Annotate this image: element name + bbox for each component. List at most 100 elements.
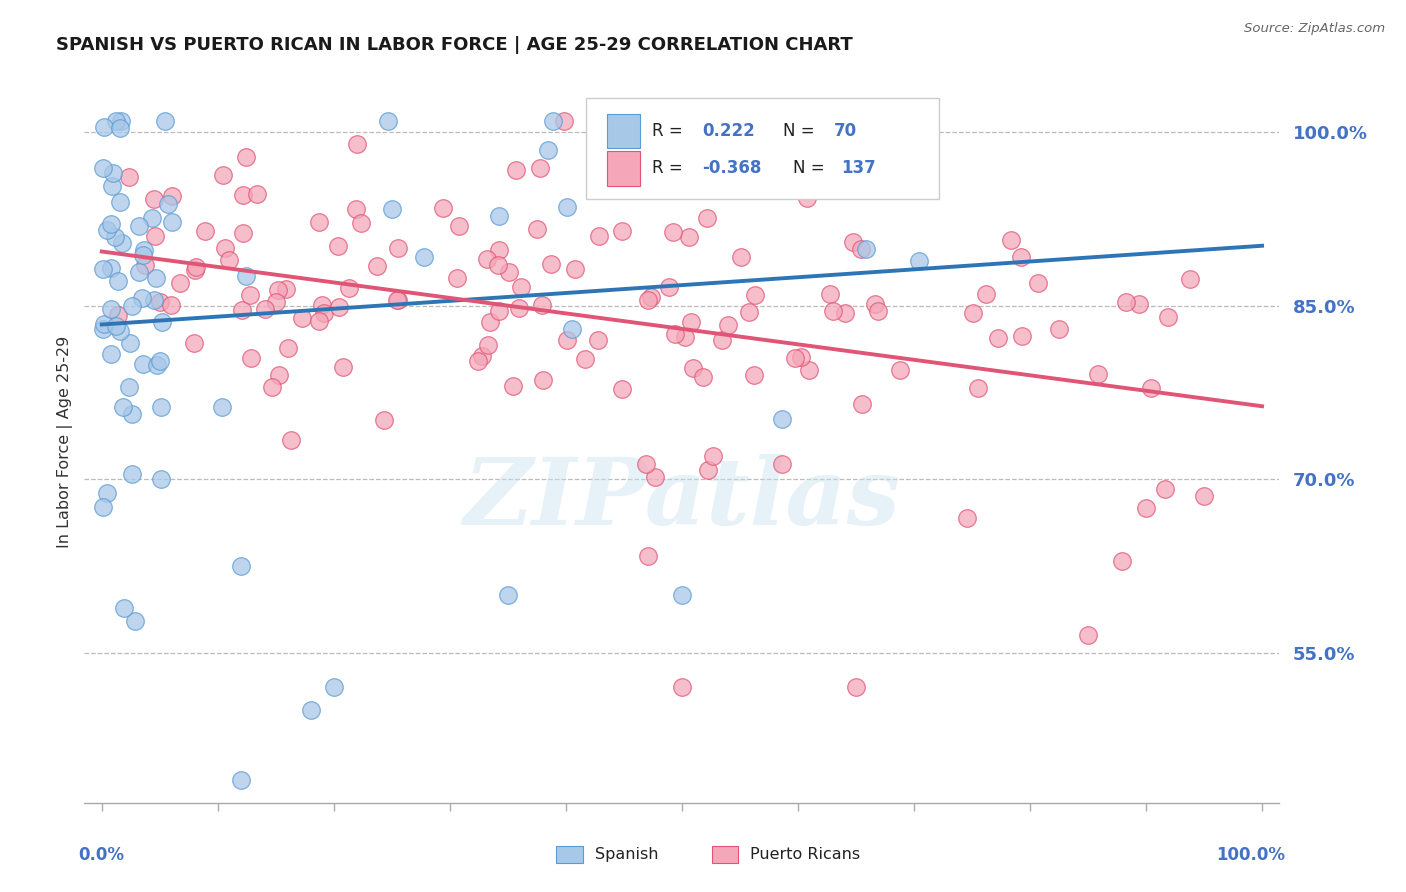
Point	[612, 382, 634, 396]
Point	[449, 219, 471, 233]
Bar	[711, 847, 738, 863]
Point	[239, 288, 262, 302]
Point	[160, 214, 183, 228]
Point	[531, 373, 554, 387]
Point	[509, 280, 531, 294]
Point	[967, 381, 990, 395]
Text: 137: 137	[841, 160, 876, 178]
Point	[100, 347, 122, 361]
Point	[308, 314, 330, 328]
Point	[477, 338, 499, 352]
Point	[143, 293, 166, 307]
Point	[671, 588, 693, 602]
Point	[235, 268, 257, 283]
Point	[373, 413, 395, 427]
Point	[337, 280, 360, 294]
Point	[91, 500, 114, 515]
Point	[842, 235, 865, 249]
Point	[118, 380, 141, 394]
Point	[231, 226, 253, 240]
Point	[326, 238, 349, 252]
Point	[104, 318, 127, 333]
Point	[332, 360, 354, 375]
Point	[1157, 310, 1180, 324]
Point	[299, 703, 322, 717]
Point	[696, 211, 718, 226]
Point	[387, 293, 409, 308]
Point	[111, 401, 134, 415]
Point	[738, 305, 761, 319]
Point	[640, 290, 662, 304]
Point	[346, 137, 368, 152]
Point	[1000, 234, 1022, 248]
Point	[1139, 381, 1161, 395]
Point	[555, 334, 578, 348]
Point	[413, 250, 436, 264]
Point	[664, 326, 686, 341]
Point	[446, 270, 468, 285]
Point	[636, 457, 658, 471]
Point	[246, 186, 269, 201]
Point	[312, 306, 335, 320]
Text: ZIPatlas: ZIPatlas	[464, 454, 900, 544]
Point	[160, 188, 183, 202]
Point	[796, 191, 818, 205]
Point	[141, 211, 163, 226]
Point	[681, 315, 703, 329]
Point	[505, 163, 527, 178]
Point	[730, 250, 752, 264]
Point	[131, 357, 153, 371]
Point	[96, 223, 118, 237]
Point	[160, 298, 183, 312]
Text: R =: R =	[652, 160, 688, 178]
Point	[308, 215, 330, 229]
Point	[100, 301, 122, 316]
Point	[488, 243, 510, 257]
Point	[479, 315, 502, 329]
Point	[908, 254, 931, 268]
Point	[100, 178, 122, 193]
Point	[377, 113, 399, 128]
Point	[149, 472, 172, 486]
Point	[637, 293, 659, 307]
Point	[112, 601, 135, 615]
Point	[475, 252, 498, 267]
Point	[742, 368, 765, 383]
Point	[121, 299, 143, 313]
Point	[917, 120, 939, 134]
Point	[540, 257, 562, 271]
Point	[328, 300, 350, 314]
Point	[821, 303, 844, 318]
Point	[212, 168, 235, 182]
Point	[229, 558, 252, 573]
Point	[537, 143, 560, 157]
Point	[703, 171, 725, 186]
Point	[508, 301, 530, 315]
Point	[134, 258, 156, 272]
Point	[818, 287, 841, 301]
Point	[108, 195, 131, 210]
Point	[128, 219, 150, 233]
Point	[121, 467, 143, 481]
Point	[274, 282, 297, 296]
Point	[855, 242, 877, 256]
Point	[264, 294, 287, 309]
Point	[194, 224, 217, 238]
Point	[865, 297, 887, 311]
Point	[110, 324, 132, 338]
Point	[785, 351, 807, 366]
Point	[232, 187, 254, 202]
Point	[145, 271, 167, 285]
Point	[770, 412, 793, 426]
Point	[143, 228, 166, 243]
Point	[1077, 628, 1099, 642]
Text: 70: 70	[834, 122, 856, 140]
Point	[110, 113, 132, 128]
Point	[311, 298, 333, 312]
Point	[588, 228, 610, 243]
Point	[218, 252, 240, 267]
Point	[149, 400, 172, 414]
Point	[91, 322, 114, 336]
Bar	[557, 847, 582, 863]
Point	[183, 336, 205, 351]
